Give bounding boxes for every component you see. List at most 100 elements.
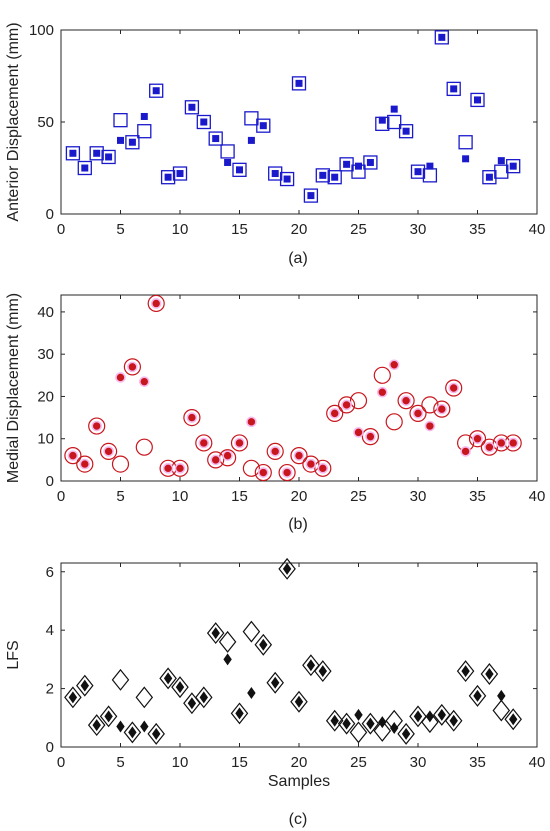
c-open-diamond-34 — [468, 684, 487, 707]
a-open-square-32 — [446, 81, 461, 97]
panel-label-a: (a) — [288, 250, 308, 267]
c-open-diamond-4 — [111, 668, 130, 691]
b-open-circle-14 — [230, 434, 249, 452]
a-filled-square-13 — [224, 158, 232, 166]
b-open-circle-22 — [326, 404, 344, 422]
c-filled-diamond-2 — [92, 719, 101, 732]
y-tick-label-b-4: 40 — [37, 304, 54, 321]
x-tick-label-c-3: 15 — [231, 754, 248, 771]
a-open-square-6 — [137, 124, 152, 139]
c-filled-diamond-11 — [199, 691, 208, 704]
x-tick-label-b-6: 30 — [410, 488, 427, 505]
c-open-diamond-7 — [147, 722, 165, 745]
y-tick-label-a-0: 0 — [46, 206, 54, 223]
a-filled-square-4 — [117, 136, 124, 144]
x-tick-label-a-4: 20 — [291, 221, 308, 238]
b-filled-circle-17 — [269, 446, 281, 457]
a-open-square-10 — [184, 100, 200, 115]
b-filled-circle-27 — [388, 359, 400, 371]
y-tick-label-c-3: 6 — [46, 564, 54, 581]
c-open-diamond-23 — [337, 712, 356, 735]
c-open-diamond-21 — [314, 660, 332, 683]
a-open-square-35 — [482, 170, 497, 185]
b-open-circle-19 — [290, 447, 308, 465]
b-filled-circle-19 — [293, 450, 305, 461]
b-open-circle-34 — [468, 430, 487, 448]
panel-label-c: (c) — [289, 811, 308, 828]
a-filled-square-32 — [450, 85, 458, 93]
b-filled-circle-1 — [79, 458, 91, 470]
b-filled-circle-10 — [186, 412, 198, 423]
c-filled-diamond-15 — [247, 686, 256, 699]
c-filled-diamond-33 — [461, 665, 470, 678]
y-tick-label-b-3: 30 — [37, 346, 54, 363]
b-filled-circle-9 — [174, 463, 186, 474]
b-open-circle-24 — [349, 392, 368, 410]
b-filled-circle-28 — [400, 395, 412, 406]
b-open-circle-10 — [183, 408, 201, 427]
b-filled-circle-7 — [150, 298, 162, 309]
b-open-circle-21 — [314, 459, 332, 477]
b-filled-circle-15 — [246, 416, 257, 428]
b-open-circle-30 — [421, 396, 439, 414]
b-open-circle-0 — [64, 447, 82, 465]
c-open-diamond-0 — [64, 686, 82, 709]
a-filled-square-14 — [236, 166, 243, 174]
b-filled-circle-11 — [198, 437, 210, 449]
c-open-diamond-2 — [87, 714, 106, 737]
c-filled-diamond-25 — [366, 717, 375, 730]
a-filled-square-30 — [426, 162, 434, 170]
b-open-circle-17 — [266, 442, 284, 461]
c-open-diamond-26 — [373, 719, 392, 742]
b-open-circle-27 — [385, 413, 403, 431]
b-filled-circle-24 — [353, 427, 364, 438]
chart-c: 0 5 10 15 20 25 30 35 40 0 2 4 6 LFS Samples — [5, 557, 545, 790]
c-open-diamond-9 — [171, 676, 189, 699]
a-open-square-36 — [494, 164, 509, 179]
x-tick-label-a-1: 5 — [116, 221, 124, 238]
b-filled-circle-0 — [67, 450, 79, 461]
b-open-circle-20 — [302, 455, 320, 473]
a-filled-square-35 — [485, 173, 493, 181]
a-filled-square-37 — [509, 162, 517, 170]
b-filled-circle-16 — [257, 467, 269, 478]
b-filled-circle-36 — [495, 437, 507, 449]
a-filled-square-20 — [307, 192, 315, 200]
a-open-square-9 — [172, 166, 188, 181]
c-open-diamond-33 — [456, 660, 475, 683]
x-tick-label-b-7: 35 — [469, 488, 486, 505]
c-filled-diamond-7 — [152, 727, 161, 740]
a-filled-square-9 — [176, 170, 184, 178]
a-open-square-5 — [125, 135, 140, 150]
a-filled-square-22 — [331, 173, 339, 181]
b-open-circle-12 — [207, 451, 225, 469]
c-open-diamond-14 — [230, 702, 249, 725]
a-open-square-13 — [220, 144, 235, 159]
b-filled-circle-2 — [91, 420, 102, 432]
x-tick-label-b-4: 20 — [291, 488, 308, 505]
a-filled-square-18 — [283, 175, 291, 183]
b-open-circle-18 — [278, 463, 296, 482]
x-tick-label-c-7: 35 — [469, 754, 486, 771]
b-filled-circle-20 — [305, 458, 317, 470]
y-tick-label-a-1: 50 — [37, 114, 54, 131]
a-open-square-37 — [506, 159, 521, 174]
b-open-circle-26 — [373, 366, 391, 384]
c-filled-diamond-13 — [223, 653, 232, 666]
b-filled-circle-3 — [103, 446, 114, 457]
c-open-diamond-11 — [195, 686, 213, 709]
b-filled-circle-4 — [115, 372, 126, 383]
c-filled-diamond-18 — [282, 562, 292, 575]
c-filled-diamond-27 — [390, 722, 399, 735]
c-open-diamond-25 — [361, 712, 380, 735]
c-open-diamond-15 — [242, 620, 261, 643]
c-filled-diamond-26 — [378, 716, 387, 729]
a-open-square-1 — [77, 160, 92, 176]
c-filled-diamond-24 — [354, 708, 363, 721]
b-filled-circle-37 — [507, 437, 519, 449]
chart-b: 0 5 10 15 20 25 30 35 40 0 10 20 30 40 Medial Displace… — [5, 293, 545, 505]
a-filled-square-27 — [390, 105, 398, 113]
x-tick-label-b-0: 0 — [57, 488, 65, 505]
a-filled-square-36 — [497, 157, 505, 165]
